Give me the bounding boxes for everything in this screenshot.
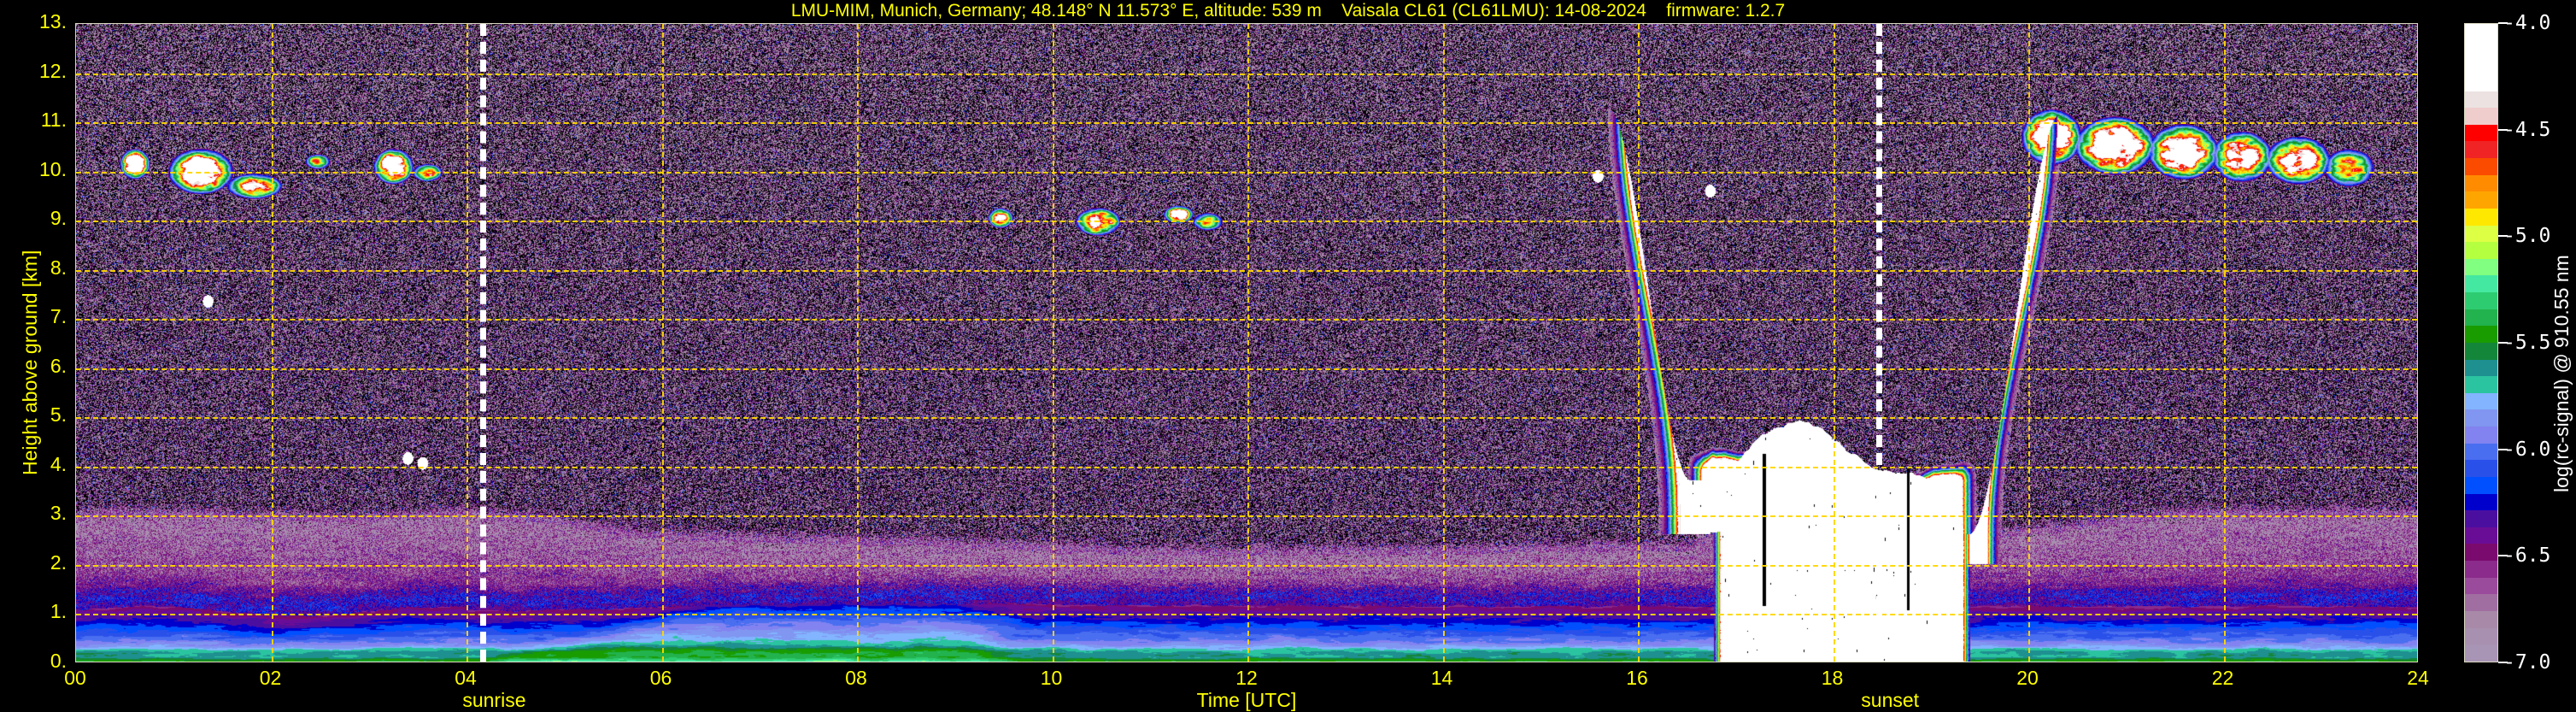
- colorbar-segment: [2465, 292, 2497, 309]
- colorbar-tickmark-4: [2498, 448, 2508, 450]
- colorbar-tick-2: -5.0: [2503, 225, 2551, 248]
- colorbar-segment: [2465, 57, 2497, 74]
- colorbar-segment: [2465, 577, 2497, 595]
- y-tick-6: 6.: [50, 354, 67, 377]
- colorbar-segment: [2465, 561, 2497, 578]
- colorbar-segment: [2465, 40, 2497, 58]
- colorbar-label: log(rc-signal) @ 910.55 nm: [2550, 255, 2573, 492]
- colorbar-segment: [2465, 376, 2497, 393]
- colorbar-segment: [2465, 191, 2497, 209]
- colorbar-segment: [2465, 443, 2497, 461]
- colorbar-segment: [2465, 342, 2497, 360]
- colorbar-segment: [2465, 392, 2497, 410]
- colorbar-segment: [2465, 594, 2497, 611]
- page-title: LMU-MIM, Munich, Germany; 48.148° N 11.5…: [790, 1, 1786, 21]
- colorbar-segment: [2465, 174, 2497, 192]
- colorbar-segment: [2465, 493, 2497, 511]
- colorbar-segment: [2465, 158, 2497, 175]
- colorbar-segment: [2465, 610, 2497, 628]
- colorbar-segment: [2465, 74, 2497, 91]
- x-tick-24: 24: [2407, 667, 2429, 689]
- colorbar-segment: [2465, 91, 2497, 109]
- x-tick-8: 08: [845, 667, 867, 689]
- y-tick-9: 9.: [50, 207, 67, 230]
- y-tick-8: 8.: [50, 256, 67, 279]
- colorbar-segment: [2465, 644, 2497, 662]
- colorbar-tickmark-1: [2498, 128, 2508, 131]
- colorbar-segment: [2465, 309, 2497, 327]
- y-tick-12: 12.: [39, 59, 67, 82]
- colorbar-segment: [2465, 460, 2497, 477]
- x-tick-22: 22: [2211, 667, 2234, 689]
- colorbar-tickmark-5: [2498, 555, 2508, 557]
- colorbar-tickmark-3: [2498, 342, 2508, 344]
- colorbar-tick-4: -6.0: [2503, 438, 2551, 461]
- colorbar-tickmark-2: [2498, 235, 2508, 238]
- colorbar-segment: [2465, 476, 2497, 494]
- x-axis-label: Time [UTC]: [1196, 689, 1297, 711]
- colorbar-segment: [2465, 108, 2497, 125]
- colorbar-segment: [2465, 258, 2497, 276]
- x-tick-0: 00: [64, 667, 86, 689]
- x-tick-10: 10: [1040, 667, 1063, 689]
- colorbar-tick-1: -4.5: [2503, 118, 2551, 141]
- y-tick-1: 1.: [50, 600, 67, 623]
- colorbar-segment: [2465, 24, 2497, 41]
- colorbar-segment: [2465, 544, 2497, 561]
- colorbar-segment: [2465, 427, 2497, 444]
- backscatter-heatmap: [76, 24, 2417, 662]
- colorbar: [2464, 23, 2498, 662]
- colorbar-segment: [2465, 409, 2497, 427]
- colorbar-segment: [2465, 527, 2497, 544]
- y-tick-7: 7.: [50, 305, 67, 328]
- colorbar-segment: [2465, 510, 2497, 527]
- y-tick-3: 3.: [50, 502, 67, 525]
- colorbar-segment: [2465, 208, 2497, 226]
- event-label-sunset: sunset: [1861, 689, 1920, 711]
- colorbar-segment: [2465, 326, 2497, 343]
- colorbar-tick-3: -5.5: [2503, 332, 2551, 354]
- x-tick-4: 04: [455, 667, 477, 689]
- colorbar-tick-5: -6.5: [2503, 544, 2551, 568]
- y-tick-4: 4.: [50, 452, 67, 475]
- colorbar-segment: [2465, 275, 2497, 292]
- colorbar-tickmark-6: [2498, 662, 2508, 663]
- event-line-sunrise: [480, 24, 487, 662]
- colorbar-segment: [2465, 242, 2497, 259]
- colorbar-segment: [2465, 627, 2497, 645]
- colorbar-tick-6: -7.0: [2503, 651, 2551, 674]
- colorbar-segment: [2465, 141, 2497, 158]
- x-tick-12: 12: [1235, 667, 1258, 689]
- y-tick-0: 0.: [50, 650, 67, 672]
- x-tick-20: 20: [2016, 667, 2039, 689]
- event-line-sunset: [1876, 24, 1883, 662]
- x-tick-16: 16: [1626, 667, 1648, 689]
- colorbar-segment: [2465, 359, 2497, 377]
- event-label-sunrise: sunrise: [462, 689, 526, 711]
- plot-area[interactable]: [75, 23, 2418, 662]
- colorbar-segment: [2465, 124, 2497, 142]
- colorbar-tick-0: -4.0: [2503, 12, 2551, 34]
- colorbar-segment: [2465, 225, 2497, 243]
- y-axis-label: Height above ground [km]: [19, 250, 41, 475]
- colorbar-tickmark-0: [2498, 22, 2508, 24]
- y-tick-11: 11.: [40, 109, 67, 132]
- x-tick-14: 14: [1430, 667, 1453, 689]
- y-tick-2: 2.: [50, 550, 67, 574]
- y-tick-5: 5.: [50, 403, 67, 427]
- y-tick-13: 13.: [39, 10, 67, 32]
- x-tick-2: 02: [259, 667, 282, 689]
- y-tick-10: 10.: [39, 157, 67, 180]
- x-tick-6: 06: [649, 667, 672, 689]
- x-tick-18: 18: [1821, 667, 1844, 689]
